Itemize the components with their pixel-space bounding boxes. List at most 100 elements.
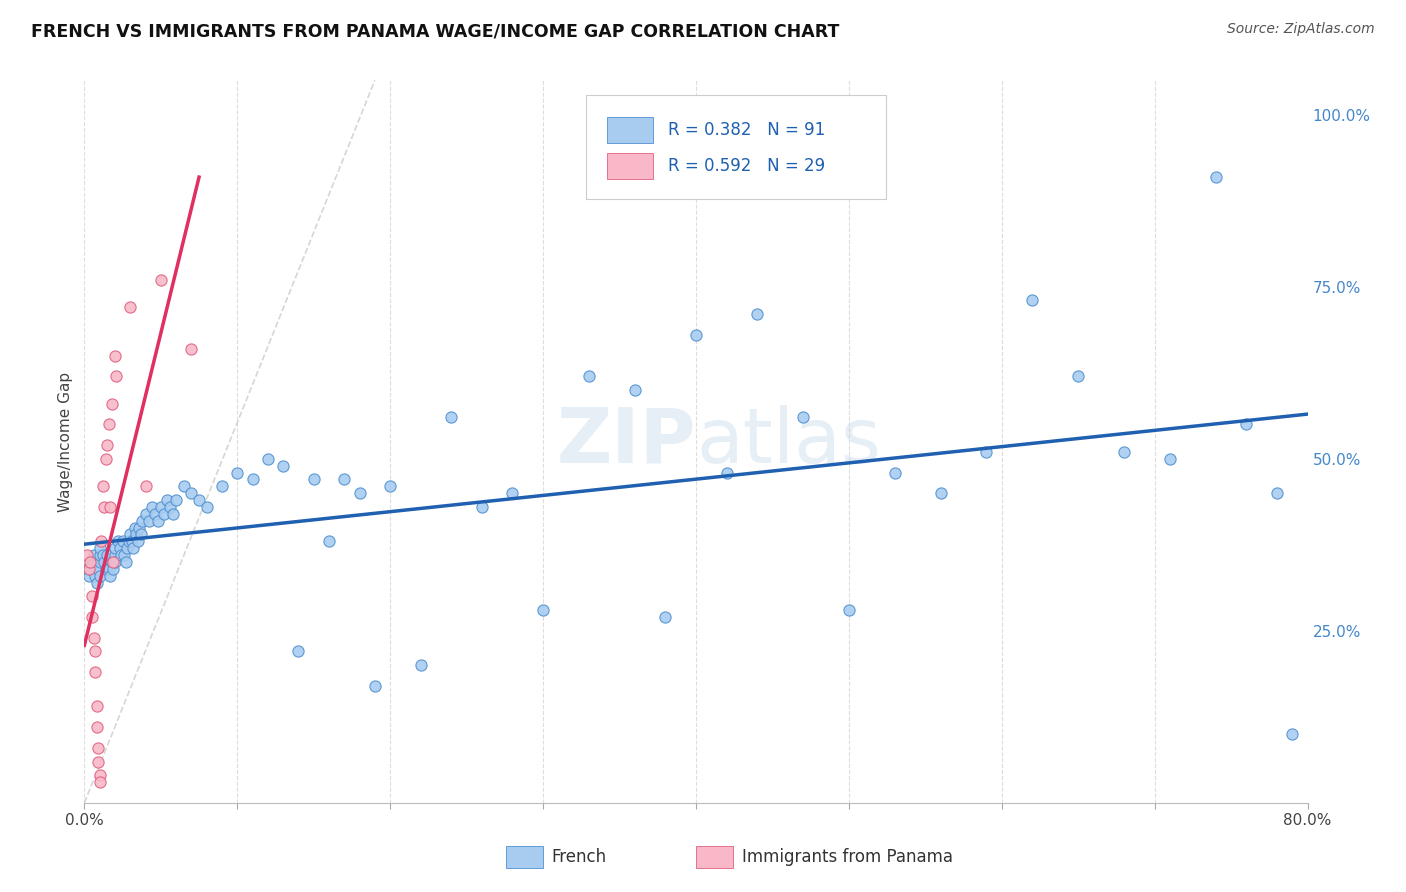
Point: [107, 534, 129, 549]
Point: [318, 534, 340, 549]
Point: [654, 610, 676, 624]
FancyBboxPatch shape: [586, 95, 886, 200]
Point: [1114, 445, 1136, 459]
Point: [349, 486, 371, 500]
FancyBboxPatch shape: [506, 847, 543, 868]
Point: [87, 562, 110, 576]
Point: [108, 541, 131, 556]
Point: [93, 555, 115, 569]
Point: [129, 527, 152, 541]
Point: [502, 486, 524, 500]
Text: R = 0.592   N = 29: R = 0.592 N = 29: [668, 157, 825, 175]
Point: [125, 527, 148, 541]
Point: [84, 644, 107, 658]
Point: [146, 514, 169, 528]
Point: [79, 562, 101, 576]
Point: [271, 458, 294, 473]
Point: [471, 500, 494, 514]
Point: [121, 534, 143, 549]
Point: [101, 397, 124, 411]
Point: [86, 575, 108, 590]
Point: [105, 369, 128, 384]
Point: [124, 520, 146, 534]
Point: [97, 562, 120, 576]
Point: [91, 548, 114, 562]
Point: [531, 603, 554, 617]
Point: [80, 590, 103, 604]
Point: [287, 644, 309, 658]
Point: [115, 541, 138, 556]
Point: [141, 500, 163, 514]
Point: [104, 555, 127, 569]
Point: [120, 301, 142, 315]
Point: [838, 603, 860, 617]
Point: [180, 486, 202, 500]
Point: [86, 699, 108, 714]
Point: [104, 548, 127, 562]
Point: [103, 562, 125, 576]
Text: ZIP: ZIP: [557, 405, 696, 478]
Point: [333, 472, 356, 486]
Point: [131, 514, 153, 528]
Point: [380, 479, 402, 493]
Point: [76, 562, 98, 576]
Point: [87, 740, 110, 755]
FancyBboxPatch shape: [696, 847, 733, 868]
Point: [76, 548, 98, 562]
Point: [138, 514, 160, 528]
Point: [1236, 417, 1258, 432]
Point: [103, 555, 125, 569]
Point: [89, 548, 111, 562]
Text: R = 0.382   N = 91: R = 0.382 N = 91: [668, 121, 825, 139]
Point: [409, 658, 432, 673]
Point: [89, 555, 111, 569]
Point: [135, 507, 157, 521]
Point: [110, 548, 132, 562]
Point: [162, 507, 184, 521]
Point: [120, 527, 142, 541]
Point: [80, 610, 103, 624]
Point: [1067, 369, 1090, 384]
Point: [1159, 451, 1181, 466]
Point: [149, 273, 172, 287]
Point: [257, 451, 280, 466]
Point: [91, 479, 114, 493]
Point: [578, 369, 600, 384]
Point: [127, 534, 149, 549]
Point: [80, 555, 103, 569]
Point: [111, 534, 134, 549]
Point: [118, 534, 141, 549]
Point: [364, 679, 387, 693]
Point: [1205, 169, 1227, 184]
Point: [929, 486, 952, 500]
Point: [97, 417, 120, 432]
Point: [89, 768, 111, 782]
Point: [226, 466, 249, 480]
Point: [114, 555, 136, 569]
Text: Immigrants from Panama: Immigrants from Panama: [742, 848, 953, 866]
Point: [1265, 486, 1288, 500]
Point: [883, 466, 905, 480]
Point: [104, 349, 127, 363]
Point: [156, 493, 179, 508]
Point: [98, 568, 121, 582]
Point: [195, 500, 218, 514]
Point: [84, 665, 107, 679]
Point: [83, 631, 105, 645]
Point: [135, 479, 157, 493]
FancyBboxPatch shape: [606, 153, 654, 179]
Text: Source: ZipAtlas.com: Source: ZipAtlas.com: [1227, 22, 1375, 37]
Point: [149, 500, 172, 514]
Point: [302, 472, 325, 486]
Point: [128, 520, 150, 534]
Point: [173, 479, 195, 493]
Point: [84, 568, 107, 582]
Point: [94, 451, 117, 466]
Point: [1281, 727, 1303, 741]
Point: [122, 541, 145, 556]
Point: [165, 493, 187, 508]
Point: [153, 507, 176, 521]
Point: [96, 548, 118, 562]
Point: [440, 410, 463, 425]
Point: [89, 568, 111, 582]
